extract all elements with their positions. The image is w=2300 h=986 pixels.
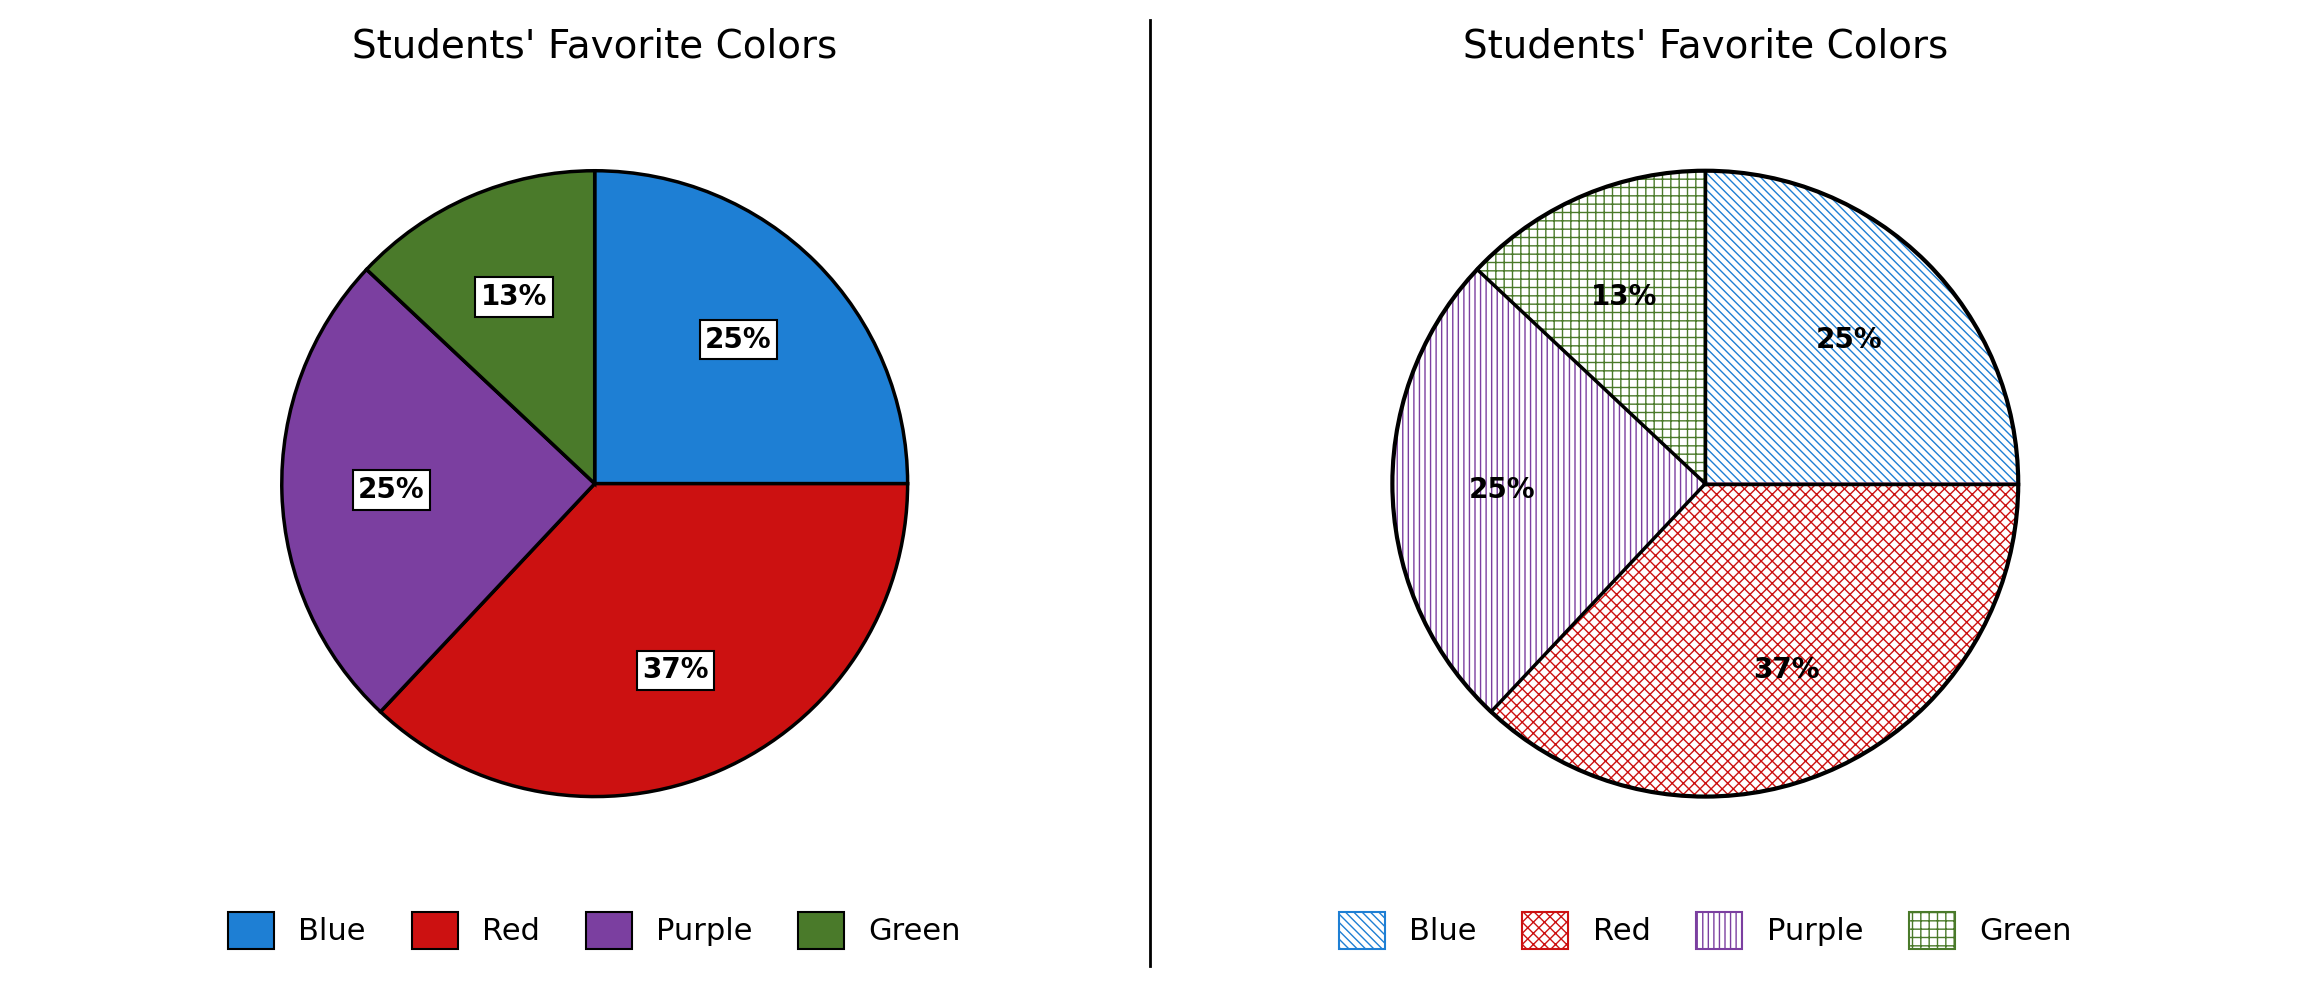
- Text: 25%: 25%: [359, 476, 426, 504]
- Title: Students' Favorite Colors: Students' Favorite Colors: [352, 28, 837, 66]
- Wedge shape: [1490, 484, 2017, 797]
- Wedge shape: [1704, 171, 2017, 484]
- Text: 37%: 37%: [642, 657, 708, 684]
- Wedge shape: [283, 269, 596, 712]
- Wedge shape: [366, 171, 596, 484]
- Wedge shape: [380, 484, 908, 797]
- Wedge shape: [1477, 171, 1704, 484]
- Text: 13%: 13%: [1592, 283, 1658, 311]
- Legend: Blue, Red, Purple, Green: Blue, Red, Purple, Green: [1327, 899, 2084, 961]
- Text: 25%: 25%: [1470, 476, 1536, 504]
- Text: 25%: 25%: [706, 325, 773, 354]
- Text: 25%: 25%: [1815, 325, 1881, 354]
- Text: 13%: 13%: [481, 283, 547, 311]
- Wedge shape: [1392, 269, 1704, 712]
- Legend: Blue, Red, Purple, Green: Blue, Red, Purple, Green: [216, 899, 973, 961]
- Title: Students' Favorite Colors: Students' Favorite Colors: [1463, 28, 1948, 66]
- Text: 37%: 37%: [1753, 657, 1819, 684]
- Wedge shape: [596, 171, 908, 484]
